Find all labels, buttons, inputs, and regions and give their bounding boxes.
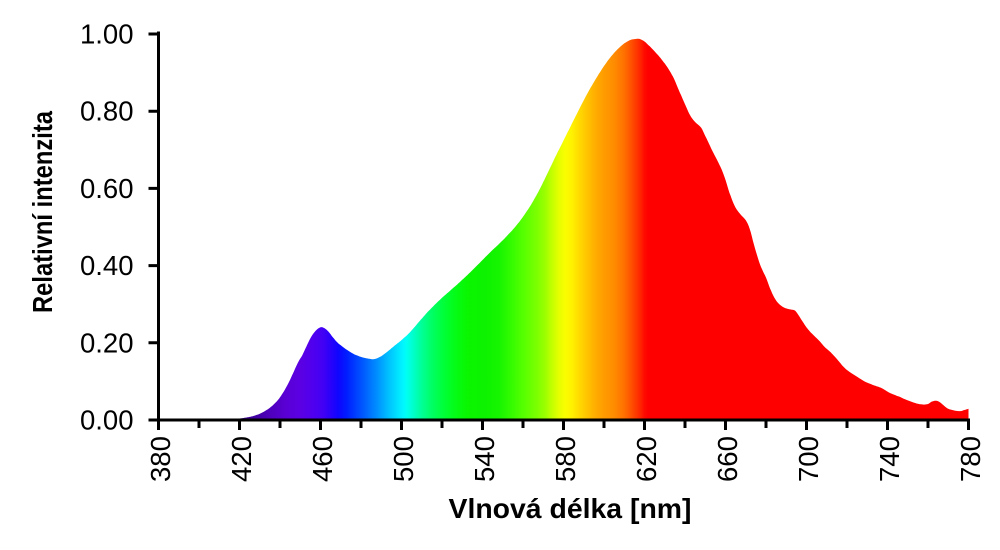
svg-text:420: 420 [226, 436, 257, 482]
svg-text:380: 380 [145, 436, 176, 482]
svg-text:620: 620 [631, 436, 662, 482]
svg-text:0.20: 0.20 [80, 327, 134, 358]
svg-text:580: 580 [550, 436, 581, 482]
svg-text:500: 500 [388, 436, 419, 482]
svg-text:0.40: 0.40 [80, 250, 134, 281]
svg-text:0.80: 0.80 [80, 96, 134, 127]
svg-text:Vlnová délka [nm]: Vlnová délka [nm] [449, 493, 692, 524]
svg-text:1.00: 1.00 [80, 19, 134, 50]
svg-text:460: 460 [307, 436, 338, 482]
svg-text:700: 700 [793, 436, 824, 482]
svg-text:780: 780 [955, 436, 986, 482]
svg-text:540: 540 [469, 436, 500, 482]
svg-text:0.60: 0.60 [80, 173, 134, 204]
svg-text:660: 660 [712, 436, 743, 482]
svg-text:0.00: 0.00 [80, 405, 134, 436]
svg-text:740: 740 [874, 436, 905, 482]
svg-text:Relativní intenzita: Relativní intenzita [27, 111, 58, 313]
